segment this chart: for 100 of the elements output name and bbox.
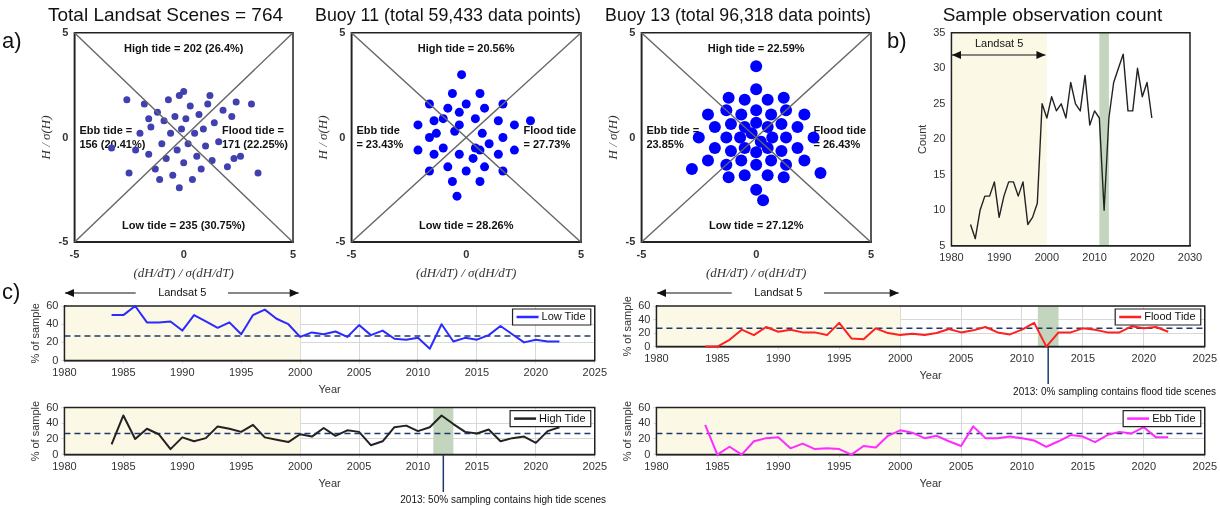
y-tick-label: 20 xyxy=(46,431,59,444)
point xyxy=(461,99,471,109)
text: b) xyxy=(887,27,907,53)
point xyxy=(180,87,188,95)
point xyxy=(447,176,457,186)
point xyxy=(237,152,245,160)
point xyxy=(158,140,166,148)
point xyxy=(750,83,763,96)
x-axis-title: (dH/dT) / σ(dH/dT) xyxy=(416,264,517,280)
point xyxy=(188,175,196,183)
y-tick-label: 35 xyxy=(933,25,946,38)
point xyxy=(180,159,188,167)
x-tick-label: 1990 xyxy=(766,352,791,365)
point xyxy=(765,108,778,121)
y-tick-label: 0 xyxy=(644,339,651,352)
point xyxy=(509,120,519,130)
point xyxy=(164,96,172,104)
point xyxy=(191,129,199,137)
x-tick-label: 2025 xyxy=(1192,352,1218,365)
legend-label: High Tide xyxy=(539,411,586,424)
x-tick-label: 5 xyxy=(867,247,875,260)
point xyxy=(195,110,203,118)
x-tick-label: 2020 xyxy=(1131,352,1157,365)
y-axis-title: % of sample xyxy=(620,400,633,462)
x-tick-label: 2005 xyxy=(346,460,372,473)
point xyxy=(750,158,763,171)
point xyxy=(171,113,179,121)
point xyxy=(215,138,223,146)
point xyxy=(447,89,457,99)
point xyxy=(230,154,238,162)
x-tick-label: 2025 xyxy=(582,366,608,379)
point xyxy=(468,153,478,163)
x-tick-label: 5 xyxy=(577,247,585,260)
y-tick-label: 0 xyxy=(339,130,346,143)
x-tick-label: 2015 xyxy=(1070,460,1096,473)
legend-label: Low Tide xyxy=(541,310,586,323)
x-axis-title: Year xyxy=(919,369,943,382)
annotation: High tide = 20.56% xyxy=(417,41,515,54)
point xyxy=(724,117,737,130)
x-tick-label: 2020 xyxy=(1130,251,1155,264)
point xyxy=(484,139,494,149)
point xyxy=(493,116,503,126)
x-tick-label: 1980 xyxy=(52,460,77,473)
x-tick-label: 1985 xyxy=(705,460,730,473)
y-axis-title: H / σ(H) xyxy=(605,115,621,161)
point xyxy=(247,100,255,108)
point xyxy=(509,145,519,155)
point xyxy=(145,150,153,158)
chart-title: Buoy 11 (total 59,433 data points) xyxy=(315,3,581,25)
point xyxy=(791,141,804,154)
point xyxy=(147,123,155,131)
point xyxy=(186,102,194,110)
y-tick-label: 0 xyxy=(62,130,69,143)
point xyxy=(765,154,778,167)
x-tick-label: 2000 xyxy=(1034,251,1060,264)
point xyxy=(443,162,453,172)
point xyxy=(136,129,144,137)
x-axis-title: Year xyxy=(318,383,342,396)
x-tick-label: 2020 xyxy=(1131,460,1157,473)
y-tick-label: 30 xyxy=(933,61,946,74)
y-tick-label: 25 xyxy=(933,96,946,109)
point xyxy=(757,194,770,207)
point xyxy=(206,92,214,100)
point xyxy=(454,149,464,159)
y-tick-label: 5 xyxy=(62,25,69,38)
point xyxy=(701,108,714,121)
chart-title: Total Landsat Scenes = 764 xyxy=(47,3,284,25)
point xyxy=(223,163,231,171)
y-axis-title: H / σ(H) xyxy=(315,115,331,161)
point xyxy=(766,131,779,144)
x-tick-label: 2030 xyxy=(1177,251,1203,264)
point xyxy=(761,169,774,182)
x-tick-label: 1980 xyxy=(52,366,77,379)
point xyxy=(175,92,183,100)
x-tick-label: 2025 xyxy=(582,460,608,473)
x-tick-label: 1990 xyxy=(986,251,1012,264)
point xyxy=(724,145,737,158)
y-tick-label: 60 xyxy=(46,299,59,312)
y-tick-label: 40 xyxy=(638,416,651,429)
x-tick-label: 0 xyxy=(753,247,760,260)
point xyxy=(791,121,804,134)
y-axis-title: Count xyxy=(915,124,928,154)
y-axis-title: H / σ(H) xyxy=(38,115,54,161)
point xyxy=(182,115,190,123)
point xyxy=(777,171,790,184)
point xyxy=(750,146,763,159)
point xyxy=(735,154,748,167)
x-tick-label: 0 xyxy=(180,247,187,260)
y-tick-label: 0 xyxy=(52,447,59,460)
y-tick-label: 5 xyxy=(939,238,946,251)
annotation: Low tide = 235 (30.75%) xyxy=(122,219,246,232)
x-tick-label: 5 xyxy=(289,247,297,260)
point xyxy=(175,184,183,192)
x-tick-label: 2015 xyxy=(464,366,490,379)
y-axis-title: % of sample xyxy=(28,400,41,462)
x-tick-label: 1990 xyxy=(170,460,195,473)
point xyxy=(193,152,201,160)
y-axis-title: % of sample xyxy=(28,303,41,364)
point xyxy=(701,154,714,167)
x-axis-title: Year xyxy=(919,477,943,490)
